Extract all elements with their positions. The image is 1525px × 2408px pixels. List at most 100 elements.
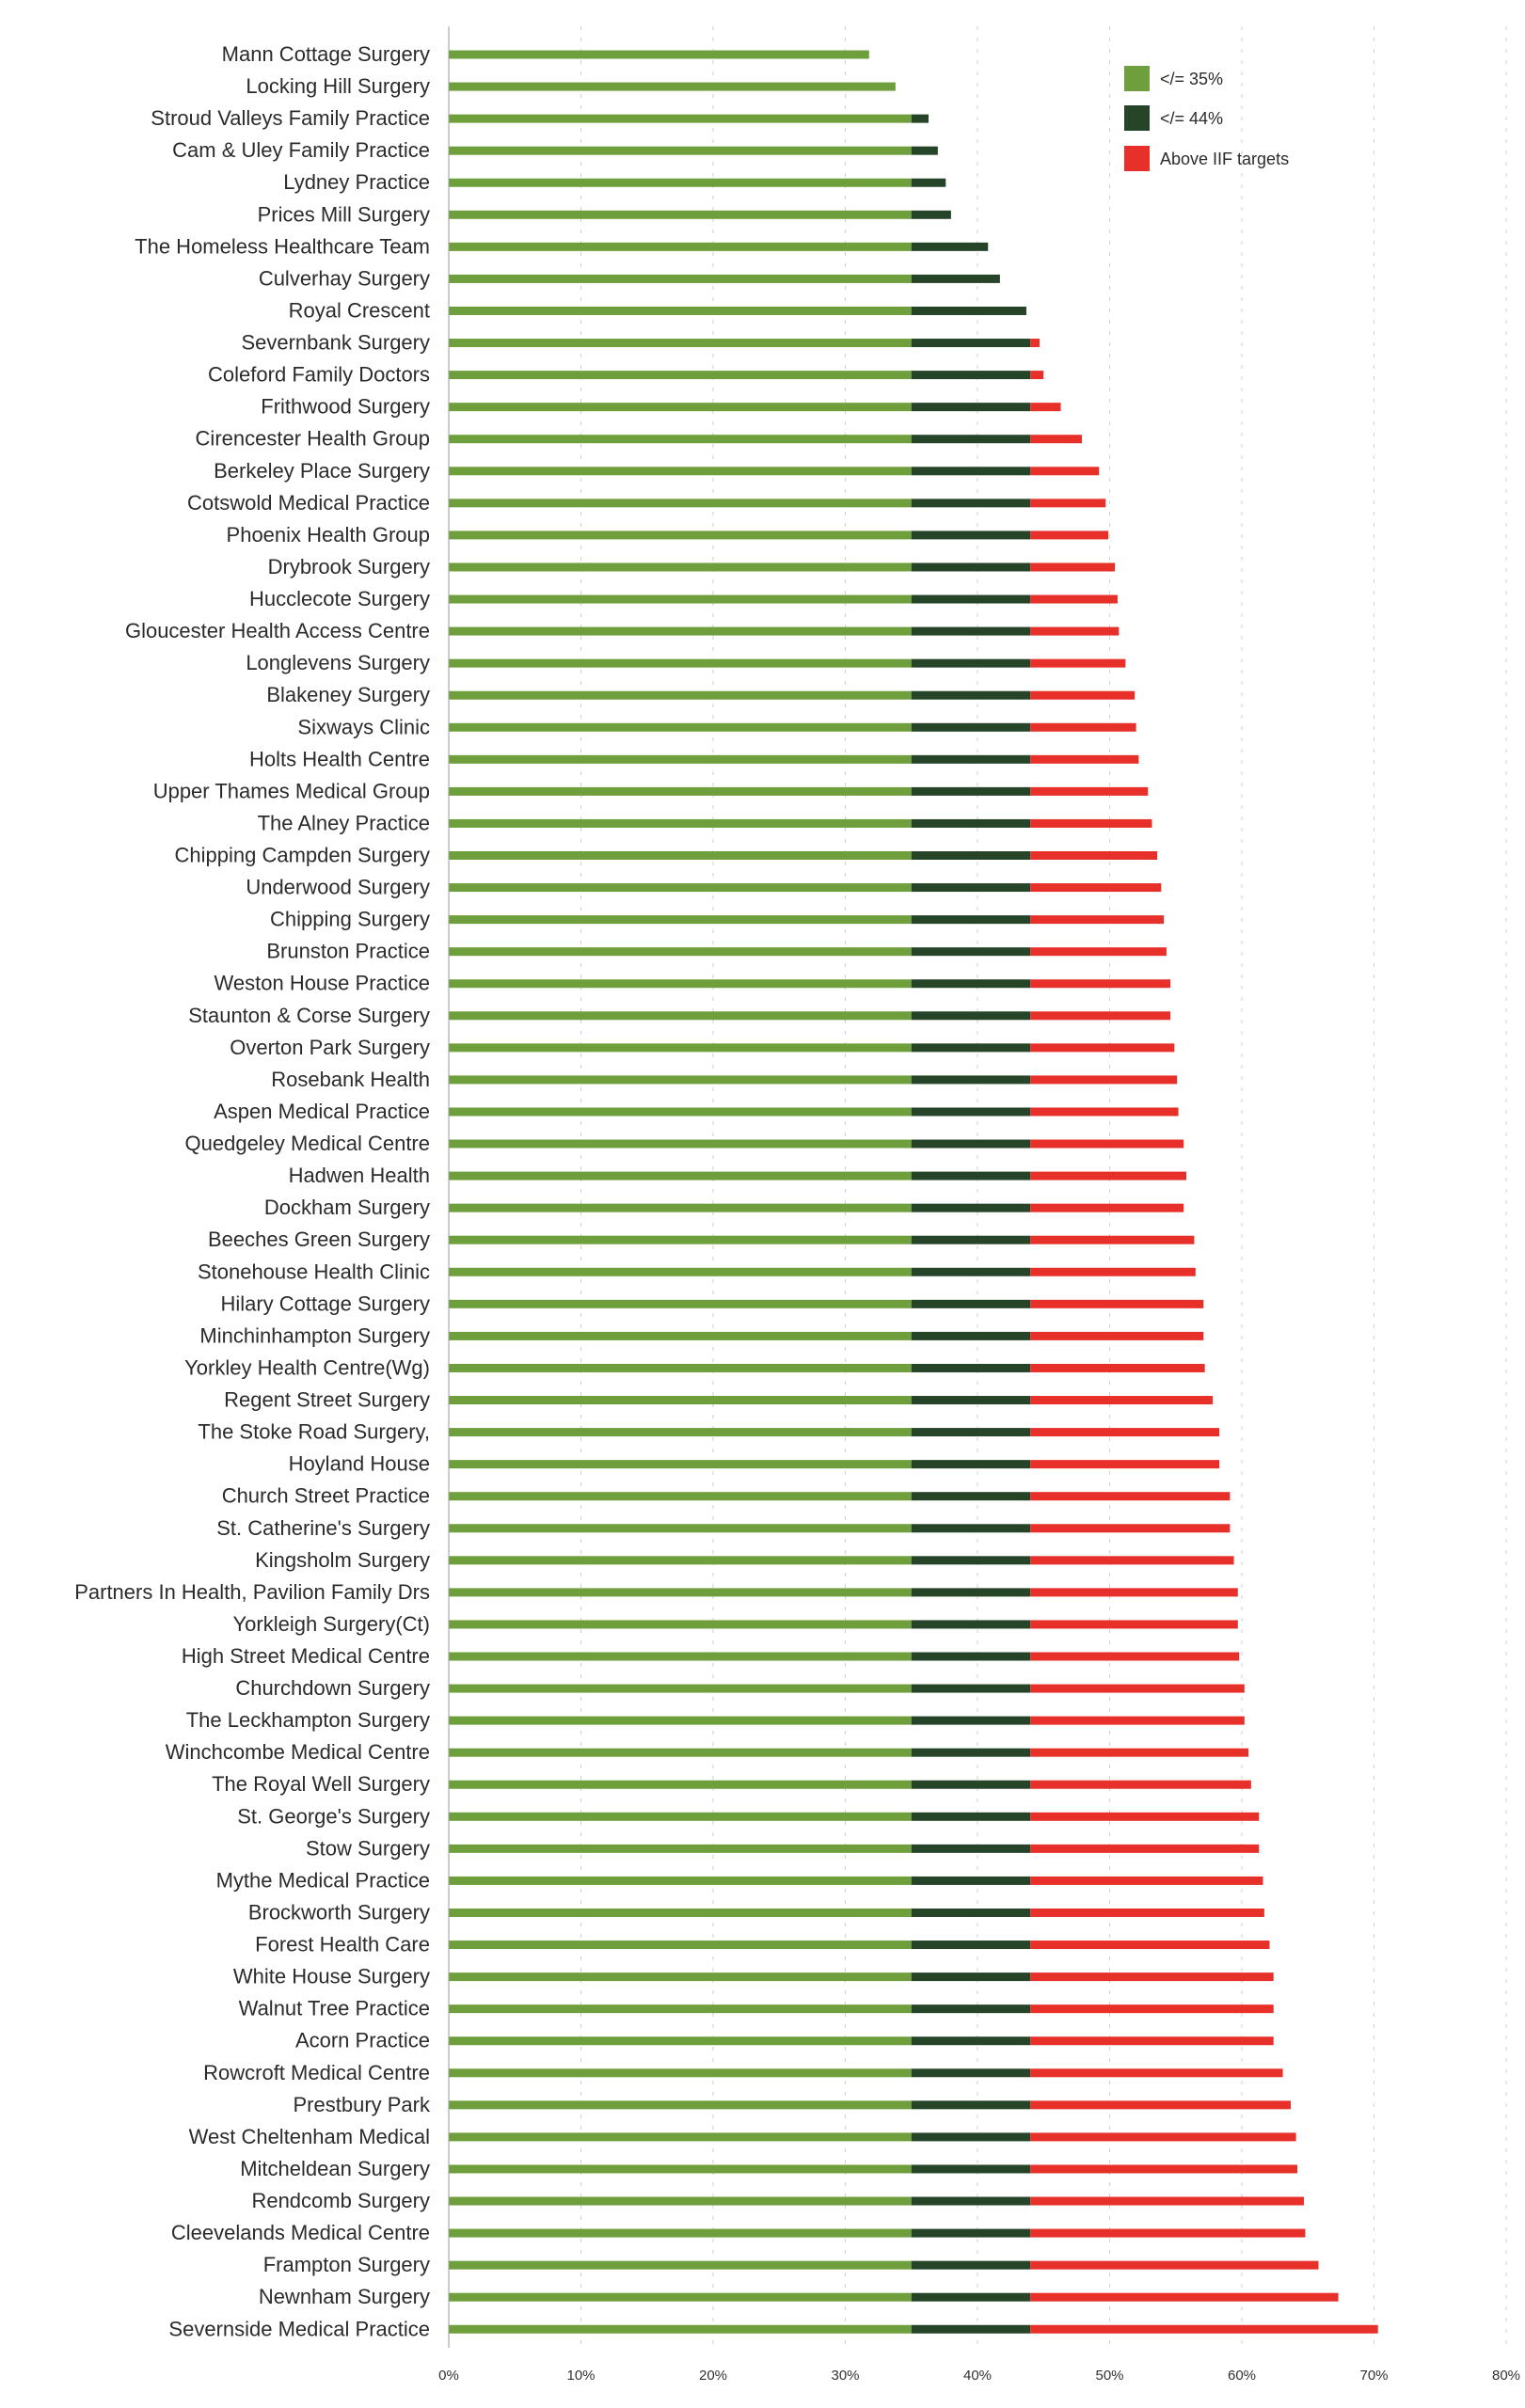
category-label: Longlevens Surgery xyxy=(246,651,430,674)
bar-segment-le-44 xyxy=(911,178,946,187)
bar-row xyxy=(449,1139,1184,1149)
category-label: Church Street Practice xyxy=(222,1484,430,1508)
bar-segment-above-target xyxy=(1030,1011,1171,1021)
bar-segment-le-44 xyxy=(911,1941,1031,1950)
bar-row xyxy=(449,1396,1214,1405)
bar-row xyxy=(449,499,1106,508)
bar-segment-le-44 xyxy=(911,1396,1031,1405)
bar-segment-above-target xyxy=(1030,658,1126,668)
bar-segment-le-44 xyxy=(911,818,1031,828)
bar-row xyxy=(449,1492,1231,1501)
category-label: Coleford Family Doctors xyxy=(208,363,430,387)
category-label: The Royal Well Surgery xyxy=(212,1772,430,1796)
bar-segment-le-35 xyxy=(449,242,912,251)
bar-segment-above-target xyxy=(1030,2068,1283,2078)
bar-segment-le-44 xyxy=(911,1460,1031,1469)
bar-segment-le-35 xyxy=(449,274,912,283)
category-label: Rosebank Health xyxy=(271,1068,430,1091)
bar-segment-le-44 xyxy=(911,2228,1031,2238)
bar-row xyxy=(449,1524,1231,1533)
category-label: Kingsholm Surgery xyxy=(255,1548,430,1572)
bar-row xyxy=(449,2260,1319,2270)
bar-segment-le-44 xyxy=(911,1844,1031,1853)
bar-segment-le-35 xyxy=(449,1107,912,1117)
bar-row xyxy=(449,594,1118,604)
bar-segment-above-target xyxy=(1030,1267,1196,1276)
bar-row xyxy=(449,1428,1220,1437)
bar-segment-le-35 xyxy=(449,979,912,989)
legend-swatch-dark-green xyxy=(1124,105,1150,131)
bar-segment-le-35 xyxy=(449,114,912,123)
bar-segment-le-44 xyxy=(911,594,1031,604)
bar-segment-le-44 xyxy=(911,722,1031,732)
x-axis-ticks: 0% 10% 20% 30% 40% 50% 60% 70% 80% xyxy=(438,2368,1520,2384)
bar-segment-le-44 xyxy=(911,2100,1031,2110)
bar-row xyxy=(449,2036,1274,2046)
category-label: Mythe Medical Practice xyxy=(216,1868,430,1892)
bar-segment-le-35 xyxy=(449,1748,912,1757)
category-label: Brockworth Surgery xyxy=(248,1900,430,1924)
category-label: Stow Surgery xyxy=(306,1836,430,1860)
bar-segment-le-44 xyxy=(911,690,1031,700)
bar-row xyxy=(449,1748,1249,1757)
bar-row xyxy=(449,1908,1264,1917)
bar-segment-le-35 xyxy=(449,658,912,668)
bar-row xyxy=(449,242,989,251)
bar-segment-le-44 xyxy=(911,499,1031,508)
category-label: Locking Hill Surgery xyxy=(246,74,430,98)
bar-segment-le-35 xyxy=(449,1075,912,1085)
bar-segment-above-target xyxy=(1030,2164,1298,2174)
bar-segment-le-35 xyxy=(449,1396,912,1405)
category-label: St. George's Surgery xyxy=(237,1804,430,1828)
category-label: Rowcroft Medical Centre xyxy=(203,2061,430,2084)
bar-segment-le-44 xyxy=(911,1684,1031,1693)
bar-row xyxy=(449,1876,1263,1885)
legend-label-green: </= 35% xyxy=(1160,70,1223,88)
bar-row xyxy=(449,274,1000,283)
category-label: Weston House Practice xyxy=(214,972,430,995)
bar-segment-above-target xyxy=(1030,1107,1179,1117)
bar-segment-le-44 xyxy=(911,1812,1031,1821)
bar-segment-le-44 xyxy=(911,2068,1031,2078)
category-label: Cam & Uley Family Practice xyxy=(172,138,430,162)
bar-segment-le-35 xyxy=(449,435,912,444)
category-label: Severnside Medical Practice xyxy=(168,2317,430,2340)
category-label: Gloucester Health Access Centre xyxy=(125,619,430,642)
bar-row xyxy=(449,114,929,123)
bar-segment-le-35 xyxy=(449,2036,912,2046)
bar-row xyxy=(449,1043,1175,1053)
bar-segment-le-44 xyxy=(911,1107,1031,1117)
bar-segment-le-35 xyxy=(449,1428,912,1437)
bar-segment-le-35 xyxy=(449,947,912,957)
bar-segment-le-44 xyxy=(911,2292,1031,2302)
bar-segment-le-35 xyxy=(449,562,912,572)
bar-row xyxy=(449,1235,1195,1244)
bar-row xyxy=(449,210,951,219)
category-label: Berkeley Place Surgery xyxy=(214,459,430,483)
bar-segment-le-44 xyxy=(911,2260,1031,2270)
bar-row xyxy=(449,658,1126,668)
bar-segment-le-44 xyxy=(911,1524,1031,1533)
bar-segment-above-target xyxy=(1030,2036,1274,2046)
bar-segment-le-35 xyxy=(449,2004,912,2014)
bar-segment-above-target xyxy=(1030,1716,1245,1725)
bar-segment-above-target xyxy=(1030,339,1040,348)
bar-row xyxy=(449,178,946,187)
bar-segment-le-44 xyxy=(911,1043,1031,1053)
bars xyxy=(449,50,1378,2334)
category-label: Cirencester Health Group xyxy=(196,427,430,451)
bar-segment-above-target xyxy=(1030,1972,1274,1982)
bar-row xyxy=(449,690,1136,700)
category-label: Frithwood Surgery xyxy=(261,395,430,419)
bar-row xyxy=(449,2100,1291,2110)
category-label: Staunton & Corse Surgery xyxy=(188,1004,430,1027)
category-label: Chipping Campden Surgery xyxy=(175,844,431,867)
bar-row xyxy=(449,1331,1204,1340)
bar-segment-le-44 xyxy=(911,786,1031,796)
bar-segment-le-35 xyxy=(449,1844,912,1853)
bar-segment-le-44 xyxy=(911,1492,1031,1501)
bar-segment-le-35 xyxy=(449,1556,912,1565)
bar-segment-le-35 xyxy=(449,1652,912,1661)
bar-segment-le-35 xyxy=(449,2132,912,2142)
